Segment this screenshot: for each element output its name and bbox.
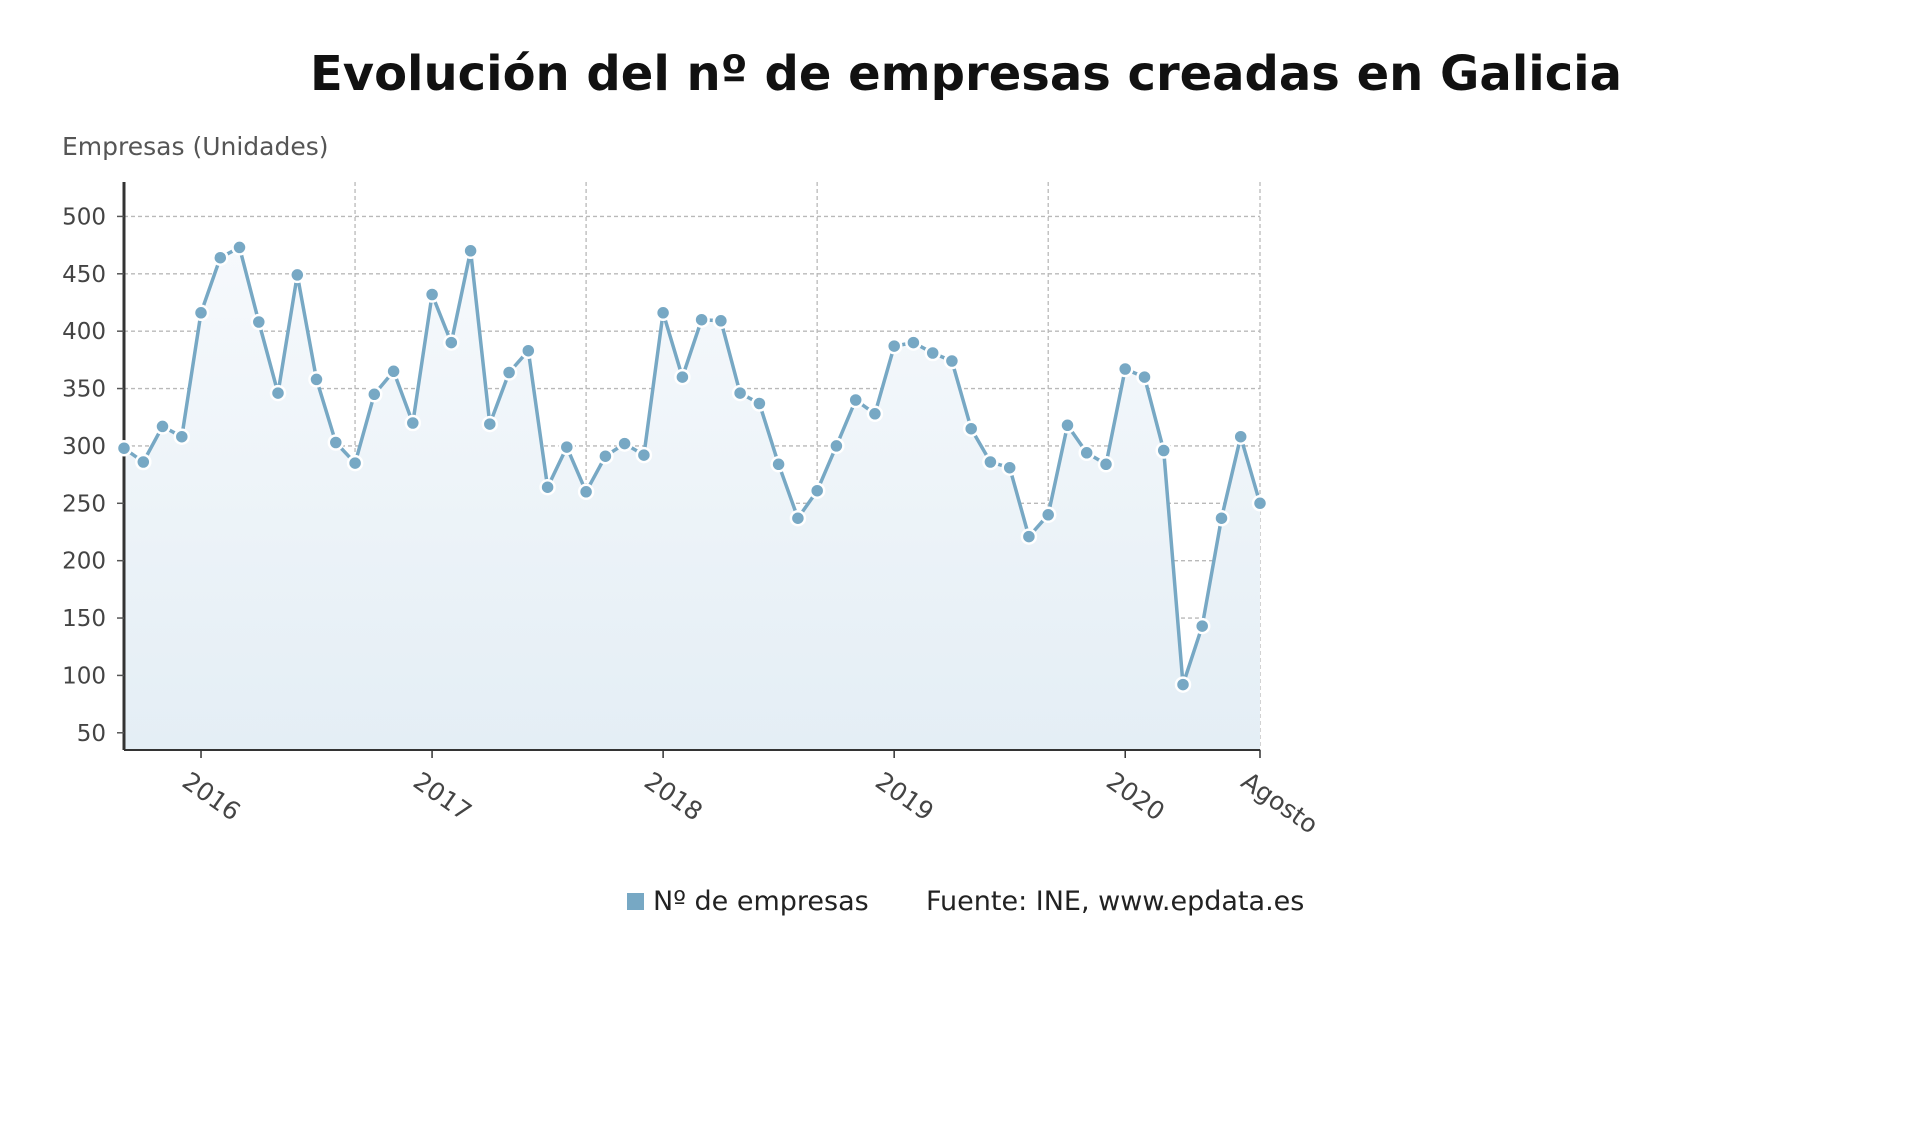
data-point [539,478,556,496]
data-point [520,342,537,359]
data-point [443,334,460,351]
series-points [115,239,1269,693]
data-point [924,344,941,362]
x-tick-label: 2019 [870,766,939,826]
data-point [1174,676,1192,693]
data-point [847,391,864,409]
data-point [1078,444,1095,462]
data-point [1097,456,1115,473]
data-point [577,483,595,501]
data-point [1232,428,1249,445]
data-point [1213,509,1230,527]
y-axis-ticks: 50 100 150 200 250 300 350 400 450 500 [62,204,124,747]
data-point [135,453,152,471]
data-point [693,311,710,328]
y-tick-label: 500 [62,204,106,230]
x-tick-label: 2018 [639,766,708,826]
data-point [828,437,845,455]
legend-label: Nº de empresas [653,886,869,917]
y-tick-label: 50 [77,721,106,747]
legend-swatch [627,893,644,910]
data-point [751,395,768,412]
data-point [962,420,980,437]
data-point [712,312,730,330]
data-point [385,363,402,380]
x-tick-label: 2017 [408,766,477,826]
y-tick-label: 350 [62,377,106,403]
x-tick-label: 2016 [177,766,246,826]
data-point [500,364,518,381]
data-point [462,242,479,260]
data-point [1136,368,1153,386]
data-point [558,438,576,456]
data-point [1193,617,1211,635]
series-area [124,247,1260,750]
data-point [905,334,922,351]
data-point [1116,360,1134,378]
data-point [1251,495,1269,512]
data-point [654,304,672,322]
data-point [327,434,345,451]
data-point [731,384,749,402]
data-point [366,386,383,403]
data-point [192,304,210,322]
data-point [635,446,653,464]
data-point [866,405,884,423]
x-tick-label: 2020 [1101,766,1170,826]
axes [122,182,1260,751]
data-point [212,249,229,266]
data-point [982,453,999,471]
data-point [289,266,306,284]
data-point [269,384,287,402]
y-tick-label: 250 [62,491,106,517]
legend: Nº de empresas [627,886,869,917]
data-point [308,371,325,388]
data-point [597,447,614,465]
data-point [154,418,171,435]
y-axis-label: Empresas (Unidades) [62,132,329,161]
data-point [481,415,499,433]
data-point [423,286,441,303]
source-text: Fuente: INE, www.epdata.es [926,886,1304,917]
data-point [1059,417,1076,434]
y-tick-label: 100 [62,663,106,689]
data-point [346,454,364,472]
data-point [115,439,133,457]
data-point [250,313,268,331]
data-point [1155,442,1172,459]
data-point [616,435,633,452]
data-point [770,456,787,473]
data-point [789,509,807,527]
chart-title: Evolución del nº de empresas creadas en … [310,46,1622,102]
data-point [808,482,826,499]
data-point [404,414,422,432]
y-tick-label: 400 [62,319,106,345]
x-axis-ticks: 2016 2017 2018 2019 2020 Agosto [177,750,1323,840]
y-tick-label: 150 [62,606,106,632]
data-point [173,428,191,445]
data-point [674,368,691,386]
data-point [1001,459,1018,476]
x-tick-label: Agosto [1236,766,1323,839]
y-tick-label: 450 [62,262,106,288]
data-point [1020,528,1038,545]
data-point [885,337,903,355]
data-point [1039,506,1057,524]
data-point [943,352,961,370]
data-point [231,239,248,256]
y-tick-label: 300 [62,434,106,460]
y-tick-label: 200 [62,549,106,575]
